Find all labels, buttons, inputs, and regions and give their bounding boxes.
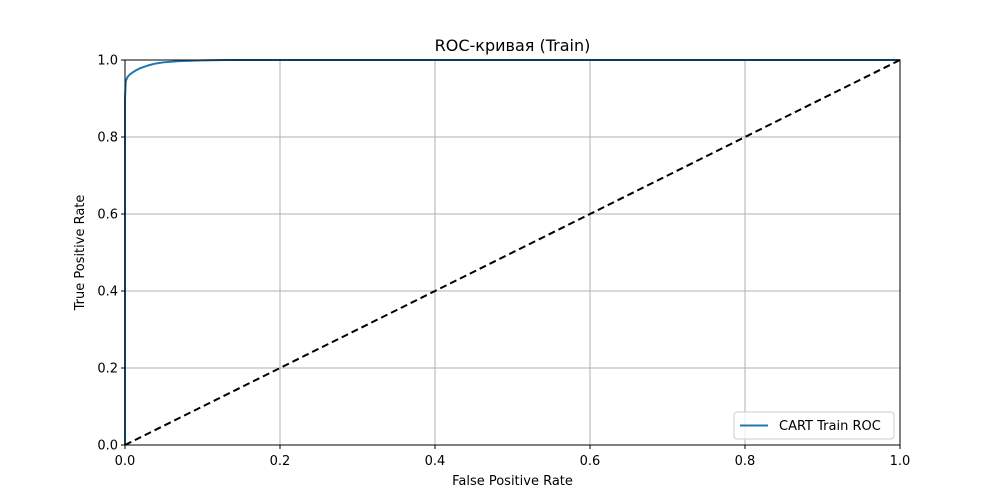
plot-frame (124, 59, 901, 446)
x-tick-label: 0.2 (270, 454, 291, 469)
x-tick-label: 0.4 (425, 454, 446, 469)
x-tick-label: 1.0 (890, 454, 911, 469)
y-tick-label: 0.6 (97, 208, 118, 223)
y-axis-label: True Positive Rate (73, 195, 88, 312)
chart-title: ROC-кривая (Train) (435, 36, 591, 55)
x-tick-label: 0.0 (115, 454, 136, 469)
axis-ticks: 0.0 0.2 0.4 0.6 0.8 1.0 0.0 0.2 0.4 0.6 0.8 1.0 (97, 54, 910, 470)
x-tick-label: 0.6 (580, 454, 601, 469)
y-tick-label: 0.8 (97, 131, 118, 146)
x-axis-label: False Positive Rate (452, 474, 573, 489)
legend: CART Train ROC (733, 411, 895, 440)
x-tick-label: 0.8 (735, 454, 756, 469)
y-tick-label: 0.4 (97, 285, 118, 300)
y-tick-label: 0.2 (97, 362, 118, 377)
y-tick-label: 1.0 (97, 54, 118, 69)
legend-box (733, 411, 895, 440)
chance-diagonal-line (124, 59, 901, 446)
legend-label: CART Train ROC (779, 419, 881, 434)
y-tick-label: 0.0 (97, 439, 118, 454)
